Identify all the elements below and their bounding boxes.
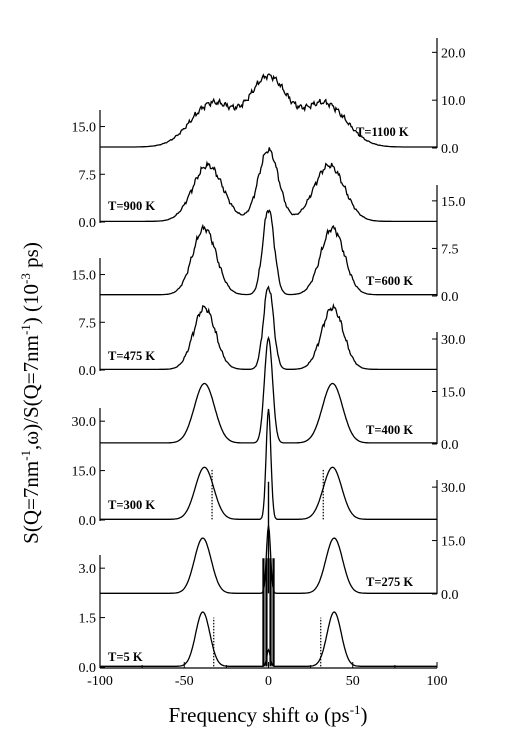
series-line — [100, 73, 437, 148]
series-label: T=5 K — [108, 650, 143, 664]
right-tick-label: 7.5 — [441, 242, 459, 257]
left-tick-label: 7.5 — [79, 168, 97, 183]
right-tick-label: 20.0 — [441, 46, 466, 61]
x-tick-label: -100 — [87, 674, 113, 689]
left-tick-label: 1.5 — [79, 612, 97, 627]
right-tick-label: 0.0 — [441, 438, 459, 453]
right-tick-label: 15.0 — [441, 195, 466, 210]
series-line — [100, 408, 437, 520]
series-label: T=475 K — [108, 349, 155, 363]
left-tick-label: 15.0 — [72, 465, 97, 480]
right-tick-label: 0.0 — [441, 142, 459, 157]
right-tick-label: 30.0 — [441, 333, 466, 348]
right-tick-label: 0.0 — [441, 588, 459, 603]
x-axis-title: Frequency shift ω (ps-1) — [168, 702, 367, 727]
left-tick-label: 15.0 — [72, 269, 97, 284]
left-tick-label: 30.0 — [72, 415, 97, 430]
left-tick-label: 0.0 — [79, 514, 97, 529]
series-label: T=900 K — [108, 199, 155, 213]
x-tick-label: 100 — [427, 674, 448, 689]
series-line — [100, 335, 437, 444]
series-label: T=400 K — [366, 423, 413, 437]
right-tick-label: 0.0 — [441, 290, 459, 305]
right-tick-label: 15.0 — [441, 535, 466, 550]
right-tick-label: 15.0 — [441, 386, 466, 401]
right-tick-label: 10.0 — [441, 94, 466, 109]
left-tick-label: 0.0 — [79, 661, 97, 676]
x-tick-label: 0 — [265, 674, 272, 689]
series-line — [100, 611, 437, 667]
left-tick-label: 7.5 — [79, 316, 97, 331]
series-line — [100, 147, 437, 223]
left-tick-label: 3.0 — [79, 562, 97, 577]
series-label: T=1100 K — [356, 125, 409, 139]
left-tick-label: 0.0 — [79, 364, 97, 379]
right-tick-label: 30.0 — [441, 481, 466, 496]
series-label: T=300 K — [108, 498, 155, 512]
x-tick-label: -50 — [175, 674, 194, 689]
series-label: T=600 K — [366, 274, 413, 288]
series-line — [100, 209, 437, 296]
left-tick-label: 15.0 — [72, 121, 97, 136]
left-tick-label: 0.0 — [79, 216, 97, 231]
y-axis-title: S(Q=7nm-1,ω)/S(Q=7nm-1) (10-3 ps) — [18, 242, 43, 544]
x-tick-label: 50 — [346, 674, 360, 689]
series-line — [100, 285, 437, 371]
series-label: T=275 K — [366, 575, 413, 589]
